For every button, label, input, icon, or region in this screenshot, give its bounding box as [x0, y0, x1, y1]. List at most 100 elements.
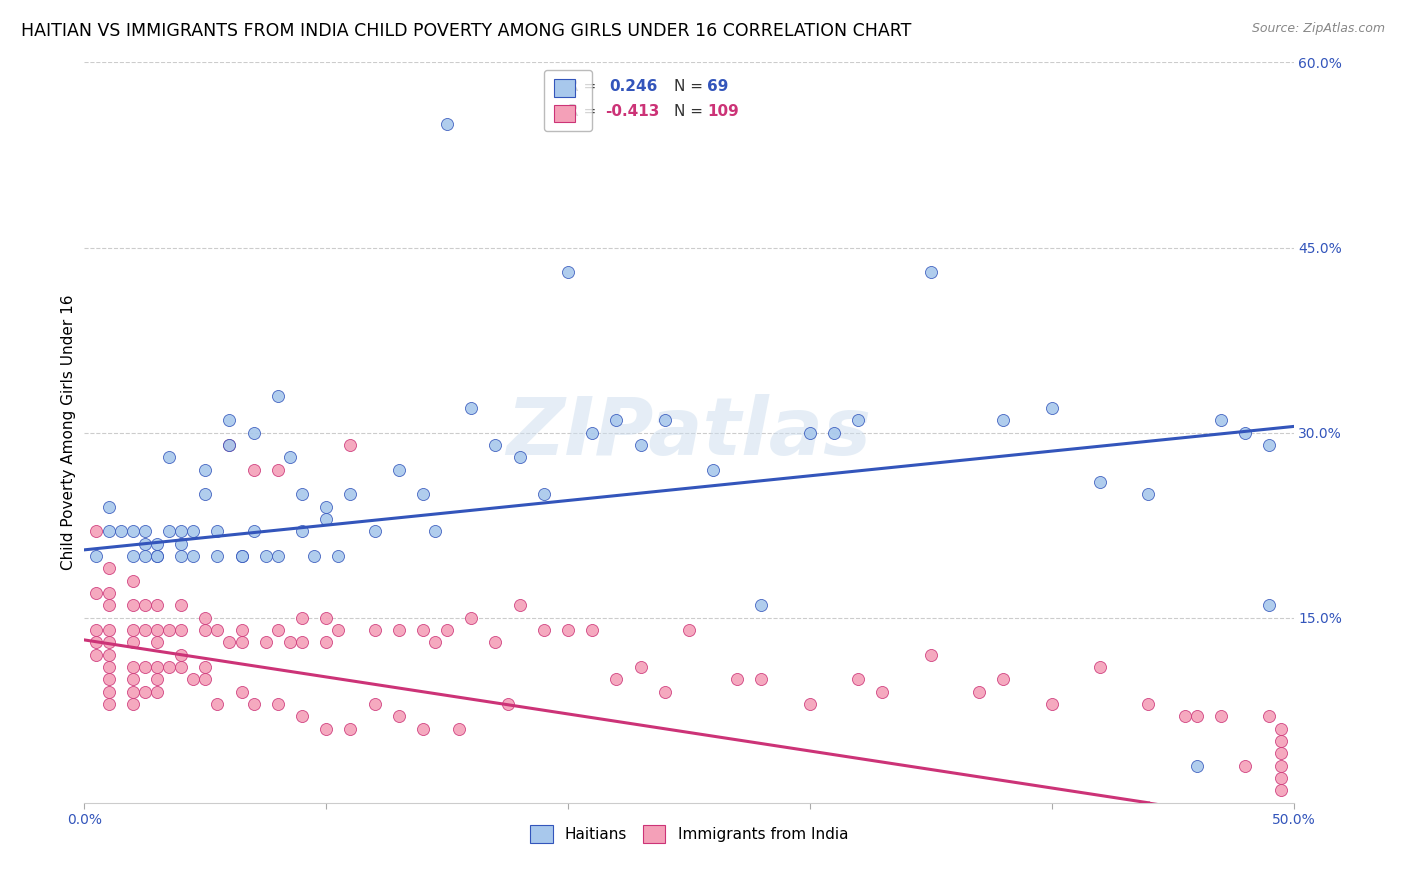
- Point: [291, 635, 314, 649]
- Point: [86, 648, 108, 662]
- Point: [254, 635, 277, 649]
- Point: [207, 549, 229, 563]
- Point: [449, 722, 471, 736]
- Point: [1137, 487, 1160, 501]
- Point: [339, 487, 361, 501]
- Point: [97, 685, 120, 699]
- Point: [218, 635, 240, 649]
- Point: [291, 610, 314, 624]
- Point: [1040, 697, 1063, 711]
- Point: [267, 623, 290, 637]
- Point: [207, 697, 229, 711]
- Point: [654, 413, 676, 427]
- Point: [231, 685, 253, 699]
- Point: [920, 648, 942, 662]
- Point: [181, 549, 204, 563]
- Point: [231, 549, 253, 563]
- Point: [134, 623, 156, 637]
- Point: [484, 635, 506, 649]
- Point: [1234, 758, 1257, 772]
- Point: [533, 623, 555, 637]
- Point: [339, 438, 361, 452]
- Point: [484, 438, 506, 452]
- Point: [134, 660, 156, 674]
- Point: [678, 623, 700, 637]
- Point: [231, 549, 253, 563]
- Point: [146, 685, 169, 699]
- Legend: Haitians, Immigrants from India: Haitians, Immigrants from India: [522, 818, 856, 851]
- Point: [86, 623, 108, 637]
- Point: [388, 623, 411, 637]
- Y-axis label: Child Poverty Among Girls Under 16: Child Poverty Among Girls Under 16: [60, 295, 76, 570]
- Point: [231, 635, 253, 649]
- Point: [1270, 758, 1292, 772]
- Point: [194, 623, 217, 637]
- Point: [1137, 697, 1160, 711]
- Point: [121, 660, 143, 674]
- Point: [121, 635, 143, 649]
- Point: [412, 722, 434, 736]
- Point: [267, 697, 290, 711]
- Point: [97, 697, 120, 711]
- Point: [267, 549, 290, 563]
- Point: [170, 549, 193, 563]
- Point: [630, 660, 652, 674]
- Point: [97, 623, 120, 637]
- Point: [725, 673, 748, 687]
- Point: [1258, 438, 1281, 452]
- Point: [1088, 475, 1111, 489]
- Point: [993, 413, 1015, 427]
- Point: [86, 524, 108, 539]
- Point: [170, 536, 193, 550]
- Point: [1270, 734, 1292, 748]
- Point: [1258, 599, 1281, 613]
- Point: [509, 450, 531, 465]
- Point: [315, 500, 337, 514]
- Point: [267, 462, 290, 476]
- Point: [86, 549, 108, 563]
- Point: [1270, 783, 1292, 797]
- Point: [181, 673, 204, 687]
- Point: [328, 549, 350, 563]
- Point: [121, 574, 143, 588]
- Point: [134, 599, 156, 613]
- Point: [557, 623, 579, 637]
- Point: [97, 586, 120, 600]
- Point: [121, 673, 143, 687]
- Point: [302, 549, 325, 563]
- Text: 0.246: 0.246: [609, 78, 658, 94]
- Point: [315, 610, 337, 624]
- Point: [157, 450, 180, 465]
- Point: [315, 635, 337, 649]
- Point: [557, 265, 579, 279]
- Point: [630, 438, 652, 452]
- Point: [86, 635, 108, 649]
- Point: [97, 500, 120, 514]
- Point: [170, 623, 193, 637]
- Point: [97, 648, 120, 662]
- Point: [1258, 709, 1281, 723]
- Point: [328, 623, 350, 637]
- Point: [1209, 709, 1232, 723]
- Point: [846, 413, 869, 427]
- Point: [242, 425, 264, 440]
- Point: [1174, 709, 1197, 723]
- Point: [121, 524, 143, 539]
- Point: [496, 697, 519, 711]
- Point: [146, 660, 169, 674]
- Point: [146, 635, 169, 649]
- Point: [423, 524, 446, 539]
- Point: [412, 623, 434, 637]
- Point: [134, 536, 156, 550]
- Point: [363, 623, 385, 637]
- Point: [291, 709, 314, 723]
- Point: [97, 635, 120, 649]
- Point: [436, 117, 458, 131]
- Point: [278, 450, 301, 465]
- Point: [581, 425, 603, 440]
- Point: [581, 623, 603, 637]
- Point: [121, 549, 143, 563]
- Point: [218, 438, 240, 452]
- Point: [121, 685, 143, 699]
- Point: [97, 660, 120, 674]
